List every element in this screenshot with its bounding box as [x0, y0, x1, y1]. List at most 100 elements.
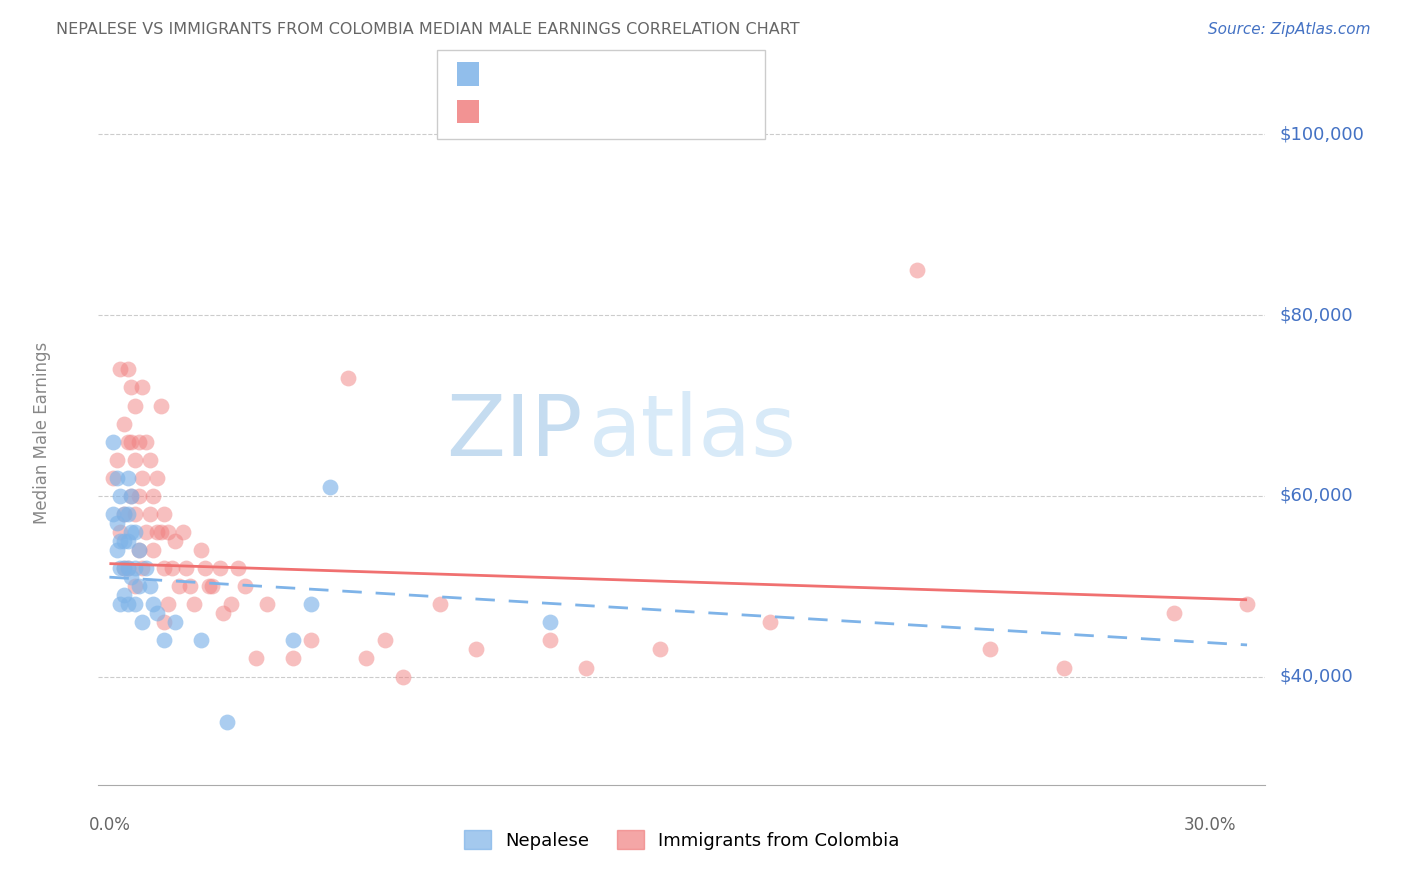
Point	[172, 524, 194, 539]
Point	[117, 561, 139, 575]
Point	[149, 399, 172, 413]
Point	[131, 471, 153, 485]
Point	[112, 588, 135, 602]
Point	[110, 597, 132, 611]
Point	[124, 561, 146, 575]
Point	[1052, 660, 1074, 674]
Point	[120, 524, 142, 539]
Point	[299, 633, 322, 648]
Point	[299, 597, 322, 611]
Point	[112, 561, 135, 575]
Point	[256, 597, 278, 611]
Point	[105, 452, 128, 467]
Point	[575, 660, 598, 674]
Point	[153, 615, 176, 630]
Point	[759, 615, 782, 630]
Point	[374, 633, 396, 648]
Point	[215, 714, 238, 729]
Point	[112, 417, 135, 431]
Point	[112, 507, 135, 521]
Point	[124, 579, 146, 593]
Point	[194, 561, 217, 575]
Point	[110, 524, 132, 539]
Point	[197, 579, 219, 593]
Point	[101, 434, 124, 449]
Point	[112, 534, 135, 549]
Point	[160, 561, 183, 575]
Legend: Nepalese, Immigrants from Colombia: Nepalese, Immigrants from Colombia	[457, 823, 907, 857]
Point	[146, 524, 169, 539]
Text: $80,000: $80,000	[1279, 306, 1353, 324]
Point	[120, 489, 142, 503]
Point	[117, 362, 139, 376]
Point	[110, 534, 132, 549]
Point	[117, 471, 139, 485]
Point	[905, 263, 928, 277]
Point	[112, 507, 135, 521]
Point	[124, 452, 146, 467]
Text: Median Male Earnings: Median Male Earnings	[34, 342, 52, 524]
Point	[183, 597, 205, 611]
Point	[356, 651, 378, 665]
Point	[128, 489, 150, 503]
Point	[128, 434, 150, 449]
Point	[110, 362, 132, 376]
Point	[648, 642, 671, 657]
Point	[208, 561, 231, 575]
Point	[117, 507, 139, 521]
Point	[120, 434, 142, 449]
Point	[135, 524, 157, 539]
Point	[979, 642, 1001, 657]
Point	[157, 597, 180, 611]
Point	[146, 471, 169, 485]
Point	[128, 543, 150, 558]
Point	[281, 633, 304, 648]
Point	[110, 489, 132, 503]
Point	[135, 561, 157, 575]
Text: 30.0%: 30.0%	[1184, 815, 1237, 833]
Text: $60,000: $60,000	[1279, 487, 1353, 505]
Point	[318, 480, 340, 494]
Point	[117, 434, 139, 449]
Point	[110, 561, 132, 575]
Point	[429, 597, 451, 611]
Point	[201, 579, 224, 593]
Point	[392, 669, 415, 683]
Point	[212, 607, 235, 621]
Point	[139, 579, 162, 593]
Point	[128, 543, 150, 558]
Point	[153, 633, 176, 648]
Point	[124, 524, 146, 539]
Point	[131, 380, 153, 394]
Point	[165, 534, 187, 549]
Point	[153, 561, 176, 575]
Point	[538, 615, 561, 630]
Point	[120, 489, 142, 503]
Point	[112, 561, 135, 575]
Point	[146, 607, 169, 621]
Point	[142, 597, 165, 611]
Point	[233, 579, 256, 593]
Point	[165, 615, 187, 630]
Point	[124, 507, 146, 521]
Text: ZIP: ZIP	[446, 391, 582, 475]
Point	[131, 561, 153, 575]
Point	[124, 399, 146, 413]
Point	[245, 651, 267, 665]
Point	[105, 516, 128, 530]
Point	[176, 561, 198, 575]
Point	[120, 570, 142, 584]
Point	[124, 597, 146, 611]
Point	[179, 579, 201, 593]
Point	[101, 471, 124, 485]
Point	[117, 597, 139, 611]
Text: $40,000: $40,000	[1279, 667, 1353, 686]
Point	[105, 543, 128, 558]
Point	[465, 642, 488, 657]
Text: atlas: atlas	[589, 391, 797, 475]
Point	[131, 615, 153, 630]
Text: NEPALESE VS IMMIGRANTS FROM COLOMBIA MEDIAN MALE EARNINGS CORRELATION CHART: NEPALESE VS IMMIGRANTS FROM COLOMBIA MED…	[56, 22, 800, 37]
Point	[226, 561, 249, 575]
Text: Source: ZipAtlas.com: Source: ZipAtlas.com	[1208, 22, 1371, 37]
Point	[281, 651, 304, 665]
